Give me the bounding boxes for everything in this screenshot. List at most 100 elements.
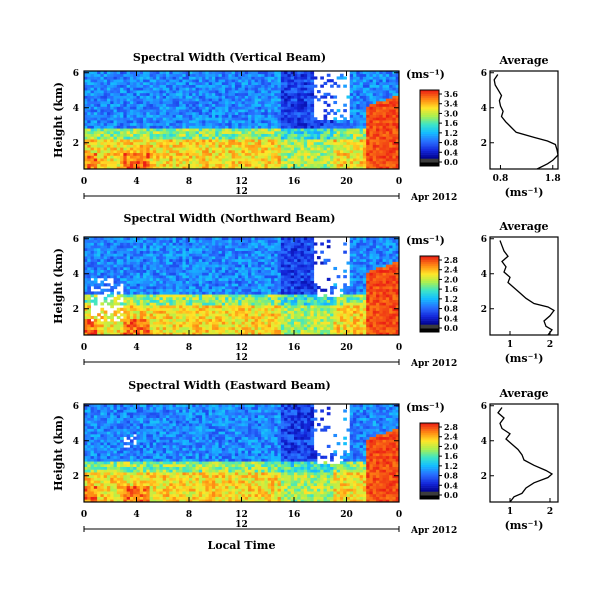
colorbar-segment bbox=[420, 286, 439, 289]
colorbar-segment bbox=[420, 459, 439, 462]
x-tick-label: 8 bbox=[186, 343, 192, 353]
colorbar-segment bbox=[420, 472, 439, 475]
panel-1: Spectral Width (Vertical Beam) 2 4 6 Height … bbox=[52, 51, 561, 203]
average-y-tick-label: 6 bbox=[481, 69, 487, 79]
colorbar-segment bbox=[420, 256, 439, 259]
colorbar-tick-label: 3.6 bbox=[444, 89, 458, 99]
colorbar-segment bbox=[420, 457, 439, 460]
x-tick-label: 12 bbox=[235, 177, 248, 187]
colorbar-segment bbox=[420, 491, 439, 494]
average-y-tick-label: 2 bbox=[481, 305, 487, 315]
average-x-label: (ms⁻¹) bbox=[505, 186, 544, 199]
colorbar-segment bbox=[420, 314, 439, 318]
colorbar-segment bbox=[420, 292, 439, 295]
colorbar-segment bbox=[420, 103, 439, 106]
date-tick-label: 12 bbox=[235, 520, 248, 530]
colorbar-tick-label: 0.4 bbox=[444, 480, 458, 490]
colorbar-segment bbox=[420, 299, 439, 302]
colorbar-segment bbox=[420, 432, 439, 435]
heatmap bbox=[84, 71, 400, 170]
y-tick-label: 4 bbox=[73, 437, 79, 447]
colorbar-segment bbox=[420, 445, 439, 448]
x-tick-label: 0 bbox=[81, 510, 87, 520]
colorbar-segment bbox=[420, 305, 439, 308]
colorbar-segment bbox=[420, 126, 439, 129]
colorbar-segment bbox=[420, 282, 439, 285]
colorbar-segment bbox=[420, 145, 439, 148]
x-tick-label: 20 bbox=[340, 510, 353, 520]
x-tick-label: 12 bbox=[235, 343, 248, 353]
colorbar-segment bbox=[420, 148, 439, 152]
colorbar-segment bbox=[420, 301, 439, 304]
colorbar-tick-label: 2.8 bbox=[444, 255, 458, 265]
colorbar-segment bbox=[420, 493, 439, 496]
y-axis-label: Height (km) bbox=[52, 415, 65, 491]
colorbar-frame bbox=[419, 255, 440, 333]
colorbar-segment bbox=[420, 478, 439, 481]
average-x-label: (ms⁻¹) bbox=[505, 519, 544, 532]
colorbar-segment bbox=[420, 141, 439, 144]
x-tick-label: 16 bbox=[288, 510, 301, 520]
colorbar-segment bbox=[420, 284, 439, 287]
colorbar-segment bbox=[420, 426, 439, 429]
colorbar-segment bbox=[420, 295, 439, 299]
colorbar-unit: (ms⁻¹) bbox=[406, 234, 445, 247]
y-axis-label: Height (km) bbox=[52, 248, 65, 324]
colorbar-segment bbox=[420, 470, 439, 473]
panel-title: Spectral Width (Eastward Beam) bbox=[128, 379, 330, 392]
colorbar-segment bbox=[420, 257, 439, 261]
colorbar-segment bbox=[420, 280, 439, 283]
panel-3: Spectral Width (Eastward Beam) 2 4 6 Height … bbox=[52, 379, 559, 552]
colorbar-segment bbox=[420, 91, 439, 95]
colorbar-segment bbox=[420, 474, 439, 477]
colorbar-segment bbox=[420, 99, 439, 102]
y-tick-label: 6 bbox=[73, 402, 79, 412]
average-x-tick-label: 1 bbox=[507, 340, 513, 350]
y-tick-label: 4 bbox=[73, 270, 79, 280]
average-title: Average bbox=[498, 387, 548, 400]
average-y-tick-label: 6 bbox=[481, 235, 487, 245]
colorbar-frame bbox=[419, 422, 440, 500]
colorbar-segment bbox=[420, 276, 439, 280]
colorbar-segment bbox=[420, 423, 439, 426]
average-x-label: (ms⁻¹) bbox=[505, 352, 544, 365]
colorbar-segment bbox=[420, 139, 439, 142]
colorbar-segment bbox=[420, 297, 439, 300]
average-frame bbox=[489, 236, 559, 336]
x-tick-label: 20 bbox=[340, 343, 353, 353]
colorbar-segment bbox=[420, 265, 439, 268]
colorbar-segment bbox=[420, 481, 439, 485]
colorbar-segment bbox=[420, 428, 439, 431]
date-tick-label: 12 bbox=[235, 353, 248, 363]
colorbar-tick-label: 1.2 bbox=[444, 294, 458, 304]
colorbar-segment bbox=[420, 124, 439, 127]
colorbar-segment bbox=[420, 480, 439, 483]
colorbar-segment bbox=[420, 461, 439, 464]
colorbar-segment bbox=[420, 122, 439, 125]
colorbar-segment bbox=[420, 466, 439, 469]
panel-title: Spectral Width (Vertical Beam) bbox=[133, 51, 326, 64]
colorbar-segment bbox=[420, 440, 439, 443]
x-tick-label: 0 bbox=[396, 343, 402, 353]
colorbar-segment bbox=[420, 447, 439, 450]
colorbar-segment bbox=[420, 154, 439, 157]
colorbar-segment bbox=[420, 131, 439, 134]
colorbar: (ms⁻¹) 2.82.42.01.61.20.80.40.0 bbox=[406, 234, 458, 333]
colorbar-unit: (ms⁻¹) bbox=[406, 68, 445, 81]
x-tick-label: 0 bbox=[396, 177, 402, 187]
average-y-tick-label: 6 bbox=[481, 402, 487, 412]
average-y-tick-label: 4 bbox=[481, 104, 487, 114]
y-axis-label: Height (km) bbox=[52, 82, 65, 158]
colorbar-unit: (ms⁻¹) bbox=[406, 401, 445, 414]
colorbar-segment bbox=[420, 453, 439, 456]
average-x-tick-label: 0.8 bbox=[493, 174, 509, 184]
colorbar-segment bbox=[420, 324, 439, 327]
average-y-tick-label: 4 bbox=[481, 270, 487, 280]
colorbar-segment bbox=[420, 259, 439, 262]
colorbar-segment bbox=[420, 162, 439, 165]
x-axis-label: Local Time bbox=[208, 539, 276, 552]
colorbar-tick-label: 1.6 bbox=[444, 118, 458, 128]
